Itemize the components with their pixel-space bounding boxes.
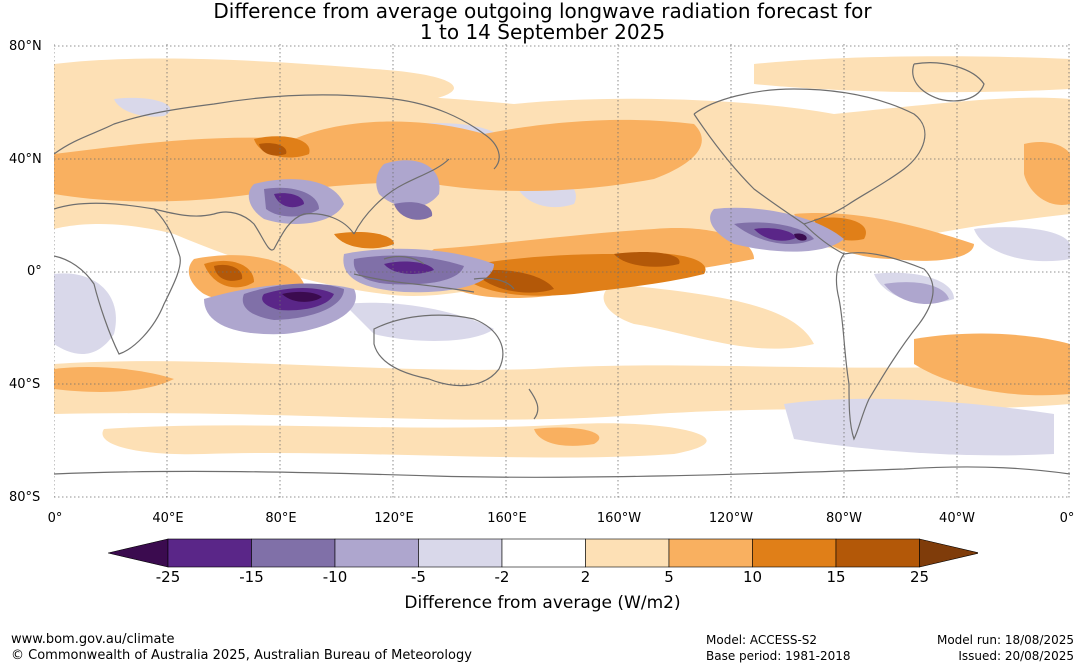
lat-label-80n: 80°N <box>9 39 42 54</box>
colorbar-tick-label: 5 <box>664 568 674 586</box>
footer-issued: Issued: 20/08/2025 <box>958 649 1074 663</box>
anomaly-band-brown <box>214 143 680 293</box>
lon-label-40w: 40°W <box>939 511 975 526</box>
colorbar-tick-label: -2 <box>494 568 510 586</box>
colorbar-tick-label: 2 <box>580 568 591 586</box>
map-title-line2: 1 to 14 September 2025 <box>419 20 666 44</box>
map-title-line1: Difference from average outgoing longwav… <box>213 0 872 23</box>
colorbar-segment <box>334 538 419 568</box>
lat-label-40n: 40°N <box>9 152 42 167</box>
footer-model-run: Model run: 18/08/2025 <box>936 633 1074 647</box>
lon-label-120e: 120°E <box>374 511 414 526</box>
olr-anomaly-map <box>54 44 1070 498</box>
lat-label-0: 0° <box>27 264 42 279</box>
colorbar-segment <box>501 538 586 568</box>
lon-label-40e: 40°E <box>152 511 184 526</box>
colorbar-segment <box>418 538 503 568</box>
colorbar-segment <box>585 538 670 568</box>
colorbar-segment <box>752 538 837 568</box>
lon-label-120w: 120°W <box>708 511 754 526</box>
graticule <box>54 44 1070 498</box>
lon-label-80e: 80°E <box>265 511 297 526</box>
colorbar-tick-label: 25 <box>909 568 930 586</box>
lon-label-0: 0° <box>47 511 63 526</box>
lat-label-40s: 40°S <box>9 377 41 392</box>
lon-label-160e: 160°E <box>487 511 527 526</box>
colorbar-segment <box>668 538 753 568</box>
colorbar-arrow-high <box>919 538 978 568</box>
colorbar-tick-label: 15 <box>826 568 846 586</box>
lon-label-80w: 80°W <box>826 511 862 526</box>
footer-copyright: © Commonwealth of Australia 2025, Austra… <box>11 648 472 663</box>
colorbar-segment <box>167 538 252 568</box>
colorbar-tick-label: -25 <box>155 568 181 586</box>
colorbar-tick-label: -5 <box>411 568 426 586</box>
colorbar-segment <box>835 538 920 568</box>
colorbar <box>108 538 978 568</box>
colorbar-tick-label: -10 <box>322 568 348 586</box>
colorbar-tick-label: -15 <box>239 568 264 586</box>
lon-label-0-east: 0° <box>1059 511 1075 526</box>
footer-base-period: Base period: 1981-2018 <box>706 649 851 663</box>
lon-label-160w: 160°W <box>596 511 642 526</box>
colorbar-title: Difference from average (W/m2) <box>404 593 681 613</box>
colorbar-arrow-low <box>108 538 169 568</box>
footer-model: Model: ACCESS-S2 <box>706 633 818 647</box>
footer-url: www.bom.gov.au/climate <box>11 632 175 647</box>
anomaly-band-darkest-purple <box>282 233 807 302</box>
lat-label-80s: 80°S <box>9 490 41 505</box>
colorbar-tick-label: 10 <box>742 568 763 586</box>
coastlines <box>54 62 1070 478</box>
colorbar-segment <box>251 538 336 568</box>
